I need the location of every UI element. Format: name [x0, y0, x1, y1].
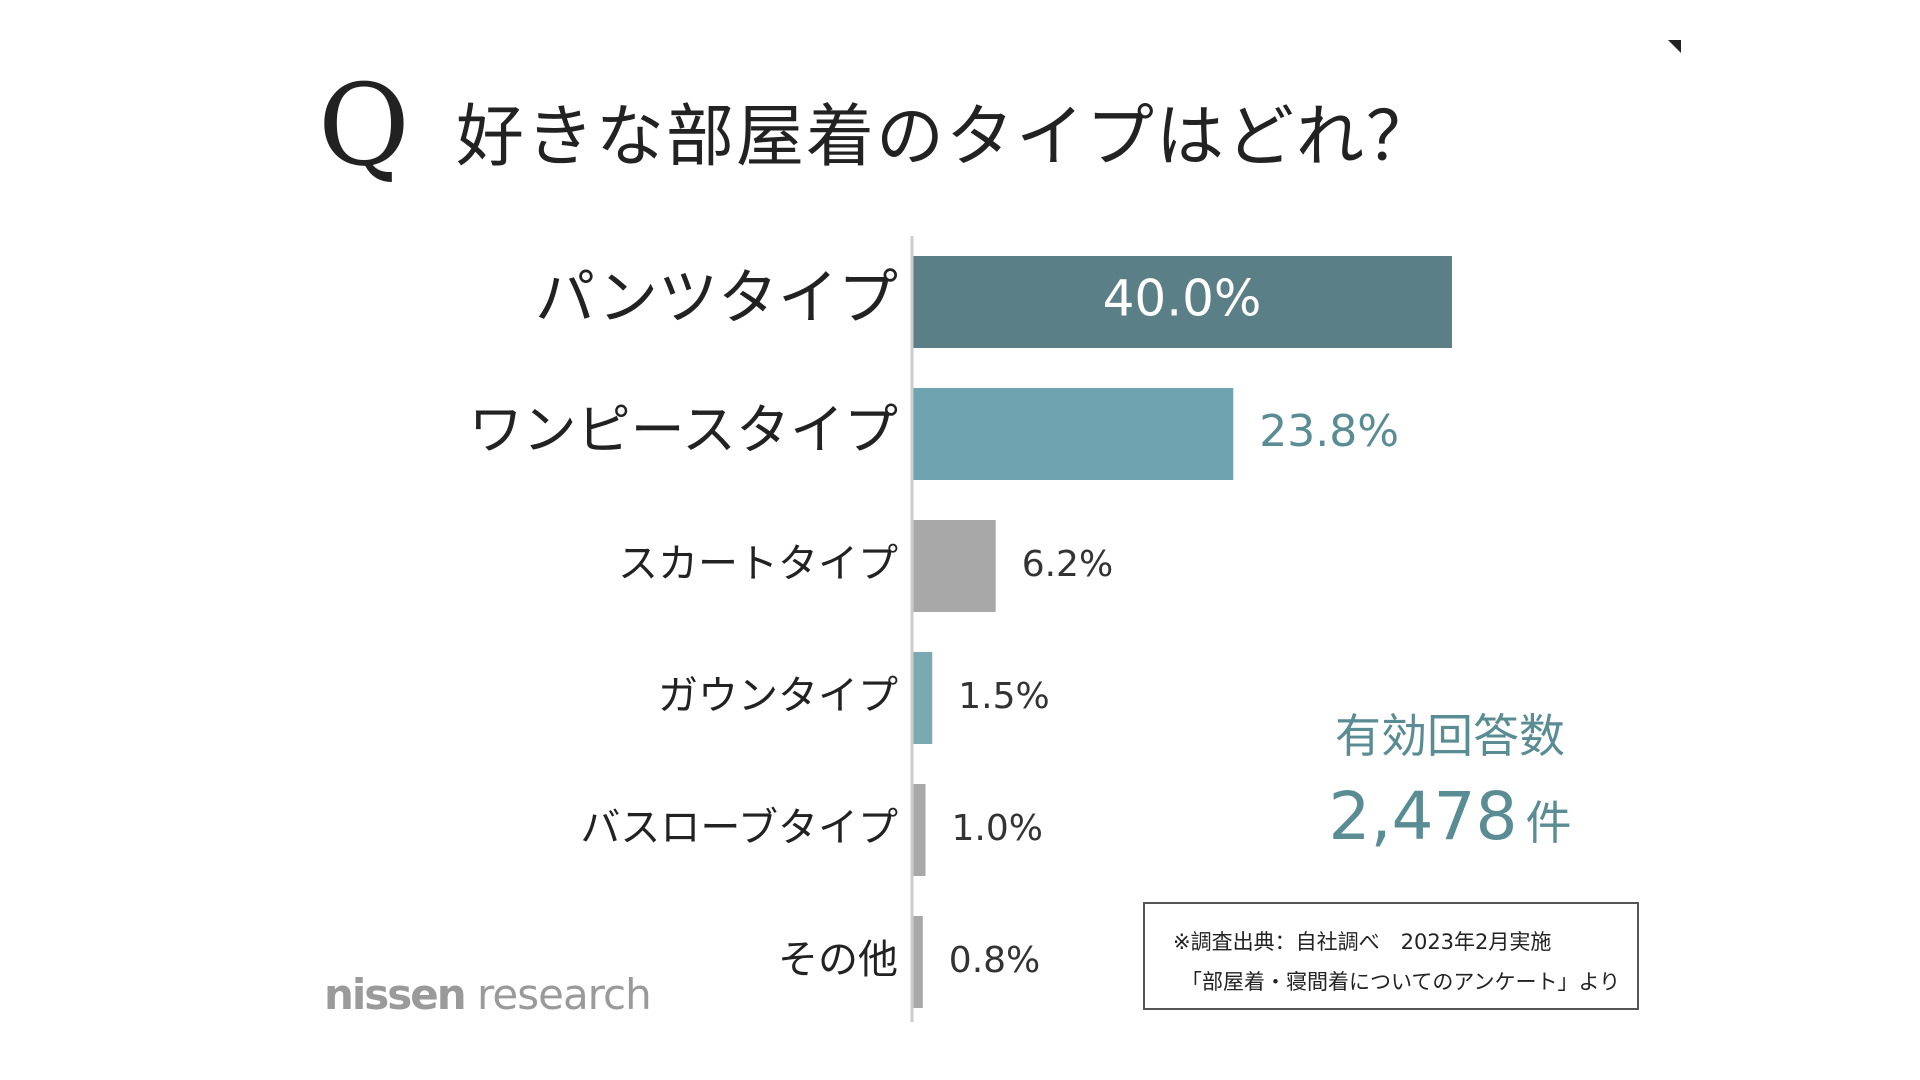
data-label: 0.8% — [949, 940, 1040, 981]
data-label: 23.8% — [1259, 406, 1399, 457]
bar — [912, 520, 996, 612]
source-line-survey: ※調査出典：自社調べ 2023年2月実施 — [1173, 930, 1552, 954]
category-label: ガウンタイプ — [658, 673, 898, 719]
bar — [912, 784, 926, 876]
question-q-mark: Q — [318, 61, 410, 191]
bar — [912, 388, 1234, 480]
category-label: スカートタイプ — [618, 541, 898, 587]
data-label: 6.2% — [1022, 544, 1113, 585]
data-label: 1.5% — [958, 676, 1049, 717]
data-label: 40.0% — [1103, 270, 1262, 328]
source-line-title: 「部屋着・寝間着についてのアンケート」より — [1181, 970, 1621, 994]
corner-triangle-icon — [1668, 40, 1681, 53]
bar — [912, 256, 1452, 348]
bar — [912, 916, 923, 1008]
source-note-box: ※調査出典：自社調べ 2023年2月実施 「部屋着・寝間着についてのアンケート」… — [1143, 902, 1639, 1010]
respondents-label: 有効回答数 — [1335, 709, 1565, 763]
brand-suffix: research — [464, 970, 652, 1019]
category-label: パンツタイプ — [535, 264, 898, 334]
respondents-unit: 件 — [1525, 796, 1572, 850]
brand-name: nissen — [324, 970, 467, 1019]
question-title: 好きな部屋着のタイプはどれ？ — [456, 98, 1437, 177]
category-label: ワンピースタイプ — [469, 399, 898, 462]
brand-logo: nissen research — [324, 970, 652, 1019]
respondents-count: 2,478 件 — [1320, 778, 1580, 855]
category-label: その他 — [778, 937, 898, 983]
data-label: 1.0% — [952, 808, 1043, 849]
bar — [912, 652, 933, 744]
category-label: バスローブタイプ — [580, 805, 898, 851]
respondents-number: 2,478 — [1328, 778, 1518, 855]
